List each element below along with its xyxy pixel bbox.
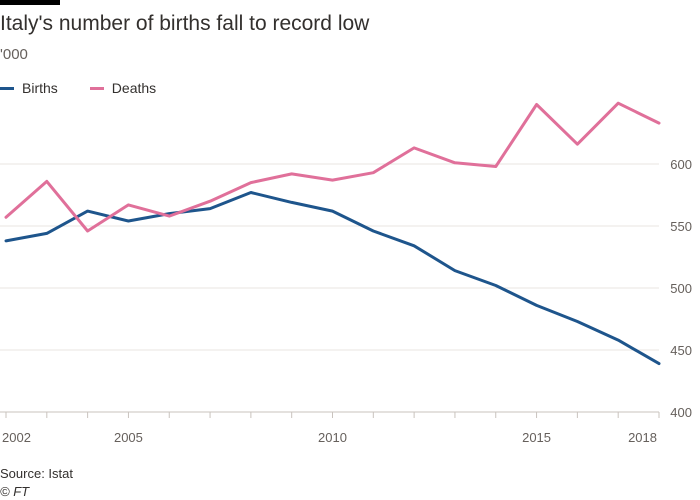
legend-swatch-deaths bbox=[89, 86, 104, 90]
x-tick-label-2018: 2018 bbox=[628, 430, 657, 445]
legend-swatch-births bbox=[0, 86, 14, 90]
source-note: Source: Istat bbox=[0, 466, 73, 481]
series-line-deaths bbox=[4, 101, 661, 233]
y-tick-label-550: 550 bbox=[670, 219, 692, 234]
chart-title: Italy's number of births fall to record … bbox=[0, 12, 370, 35]
legend-item-deaths: Deaths bbox=[89, 80, 157, 96]
y-tick-label-500: 500 bbox=[670, 281, 692, 296]
legend-item-births: Births bbox=[0, 80, 58, 96]
x-tick-label-2005: 2005 bbox=[114, 430, 143, 445]
brand-bar bbox=[0, 0, 60, 5]
series-line-births bbox=[4, 191, 661, 366]
copyright: © FT bbox=[0, 484, 30, 499]
legend: Births Deaths bbox=[0, 80, 188, 96]
y-tick-label-450: 450 bbox=[670, 343, 692, 358]
x-tick-label-2010: 2010 bbox=[318, 430, 347, 445]
legend-label-deaths: Deaths bbox=[111, 80, 157, 96]
legend-label-births: Births bbox=[22, 80, 58, 96]
y-tick-label-600: 600 bbox=[670, 157, 692, 172]
unit-label: '000 bbox=[0, 46, 28, 63]
y-tick-label-400: 400 bbox=[670, 405, 692, 420]
x-tick-label-2002: 2002 bbox=[2, 430, 31, 445]
x-tick-label-2015: 2015 bbox=[522, 430, 551, 445]
